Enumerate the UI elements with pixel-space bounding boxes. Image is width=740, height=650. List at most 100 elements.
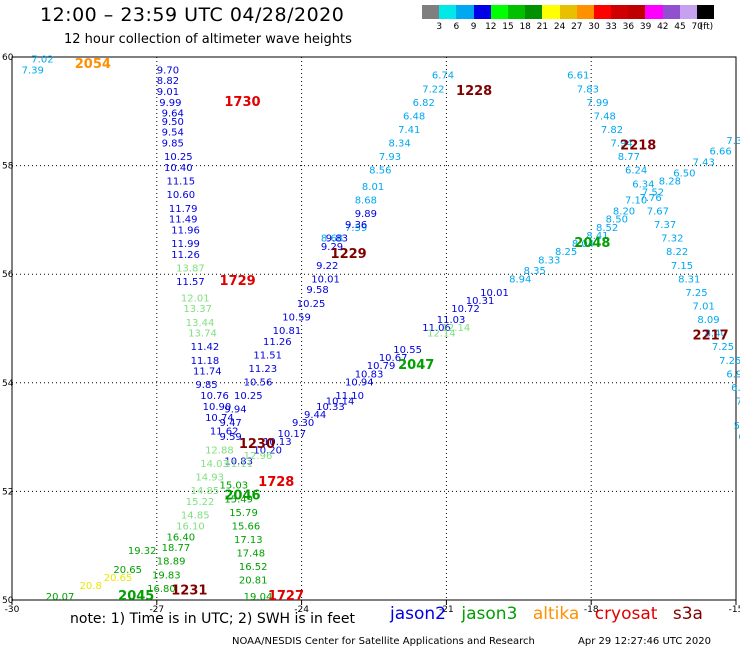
- legend-cryosat: cryosat: [594, 604, 658, 624]
- y-tick-label: 54: [2, 379, 14, 389]
- pass-time-label: 1728: [258, 475, 294, 490]
- wave-height-value: 8.22: [666, 247, 688, 258]
- wave-height-value: 17.13: [234, 535, 263, 546]
- wave-height-value: 8.01: [362, 182, 384, 193]
- wave-height-value: 18.77: [162, 543, 191, 554]
- x-tick-label: -18: [584, 605, 599, 615]
- wave-height-value: 10.76: [200, 391, 229, 402]
- wave-height-value: 6.50: [673, 168, 695, 179]
- credit-line: NOAA/NESDIS Center for Satellite Applica…: [232, 636, 535, 647]
- wave-height-value: 20.81: [239, 576, 268, 587]
- wave-height-value: 10.13: [263, 437, 292, 448]
- footer-note: note: 1) Time is in UTC; 2) SWH is in fe…: [70, 611, 356, 627]
- wave-height-value: 11.26: [171, 250, 200, 261]
- wave-height-value: 8.40: [705, 329, 727, 340]
- wave-height-value: 12.14: [442, 323, 471, 334]
- y-tick-label: 52: [2, 487, 13, 497]
- wave-height-value: 20.65: [113, 565, 142, 576]
- wave-height-value: 19.83: [152, 570, 181, 581]
- wave-height-value: 9.47: [220, 418, 242, 429]
- wave-height-value: 10.56: [244, 378, 273, 389]
- pass-time-label: 2218: [620, 138, 656, 153]
- wave-height-value: 7.43: [693, 158, 715, 169]
- colorbar-label: 15: [502, 22, 514, 32]
- wave-height-value: 7.94: [611, 139, 633, 150]
- wave-height-value: 9.85: [195, 380, 217, 391]
- wave-height-value: 11.49: [169, 215, 198, 226]
- wave-height-value: 6.71: [738, 432, 740, 443]
- wave-height-value: 10.25: [164, 152, 193, 163]
- wave-height-value: 9.64: [162, 109, 184, 120]
- wave-height-value: 14.93: [195, 473, 224, 484]
- wave-height-value: 16.10: [176, 521, 205, 532]
- wave-height-value: 15.66: [232, 521, 261, 532]
- pass-time-label: 2046: [224, 489, 260, 504]
- wave-height-value: 18.89: [157, 557, 186, 568]
- wave-height-value: 10.81: [273, 326, 302, 337]
- colorbar-swatch: [456, 5, 474, 19]
- colorbar-swatch: [576, 5, 594, 19]
- wave-height-value: 9.70: [157, 65, 179, 76]
- wave-height-value: 13.44: [186, 318, 215, 329]
- pass-time-label: 1727: [268, 589, 304, 604]
- colorbar-swatch: [422, 5, 440, 19]
- wave-height-value: 11.57: [176, 277, 205, 288]
- wave-height-value: 17.48: [236, 549, 265, 560]
- colorbar-swatch: [439, 5, 457, 19]
- legend-altika: altika: [532, 604, 580, 624]
- wave-height-value: 8.33: [538, 255, 560, 266]
- y-tick-label: 56: [2, 270, 14, 280]
- wave-height-value: 8.28: [659, 177, 681, 188]
- wave-height-value: 8.41: [586, 231, 608, 242]
- colorbar-label: 3: [436, 22, 443, 32]
- colorbar-swatch: [628, 5, 646, 19]
- wave-height-value: 8.52: [596, 223, 618, 234]
- pass-time-label: 2045: [118, 589, 154, 604]
- wave-height-value: 7.99: [586, 98, 608, 109]
- colorbar-label: 21: [536, 22, 549, 32]
- pass-time-label: 2054: [75, 57, 111, 72]
- wave-height-value: 7.25: [712, 342, 734, 353]
- map-frame: [11, 56, 737, 601]
- wave-height-value: 19.32: [128, 546, 157, 557]
- legend-jason3: jason3: [461, 604, 518, 624]
- wave-height-value: 8.34: [388, 139, 410, 150]
- colorbar-swatch: [559, 5, 577, 19]
- wave-height-value: 6.34: [632, 179, 654, 190]
- wave-height-value: 11.62: [210, 426, 239, 437]
- wave-height-value: 9.94: [224, 405, 246, 416]
- colorbar-swatch: [490, 5, 508, 19]
- wave-height-value: 10.01: [480, 288, 509, 299]
- wave-height-value: 10.83: [355, 369, 384, 380]
- wave-height-value: 8.09: [697, 315, 719, 326]
- wave-height-value: 11.42: [191, 342, 220, 353]
- pass-time-label: 1231: [171, 584, 207, 599]
- wave-height-value: 6.48: [403, 111, 425, 122]
- wave-height-value: 7.37: [654, 220, 676, 231]
- wave-height-value: 8.77: [618, 152, 640, 163]
- wave-height-value: 7.67: [647, 206, 669, 217]
- colorbar-label: 12: [485, 22, 497, 32]
- wave-height-value: 7.02: [31, 54, 53, 65]
- wave-height-value: 11.79: [169, 204, 198, 215]
- wave-height-value: 12.88: [205, 445, 234, 456]
- colorbar-swatch: [645, 5, 663, 19]
- colorbar: [422, 5, 715, 19]
- wave-height-value: 6.82: [413, 98, 435, 109]
- colorbar-swatch: [697, 5, 715, 19]
- wave-height-value: 13.74: [188, 329, 217, 340]
- y-tick-label: 60: [2, 53, 14, 63]
- wave-height-value: 12.14: [427, 329, 456, 340]
- wave-height-value: 7.01: [693, 301, 715, 312]
- wave-height-value: 11.23: [249, 364, 278, 375]
- wave-height-value: 16.40: [166, 532, 195, 543]
- y-tick-label: 50: [2, 596, 14, 606]
- wave-height-value: 8.35: [524, 266, 546, 277]
- wave-height-value: 9.99: [159, 98, 181, 109]
- wave-height-value: 9.59: [220, 432, 242, 443]
- x-tick-label: -30: [5, 605, 20, 615]
- wave-height-value: 11.26: [263, 337, 292, 348]
- wave-height-value: 10.74: [205, 413, 234, 424]
- wave-height-value: 6.24: [625, 166, 647, 177]
- wave-height-value: 7.48: [594, 111, 616, 122]
